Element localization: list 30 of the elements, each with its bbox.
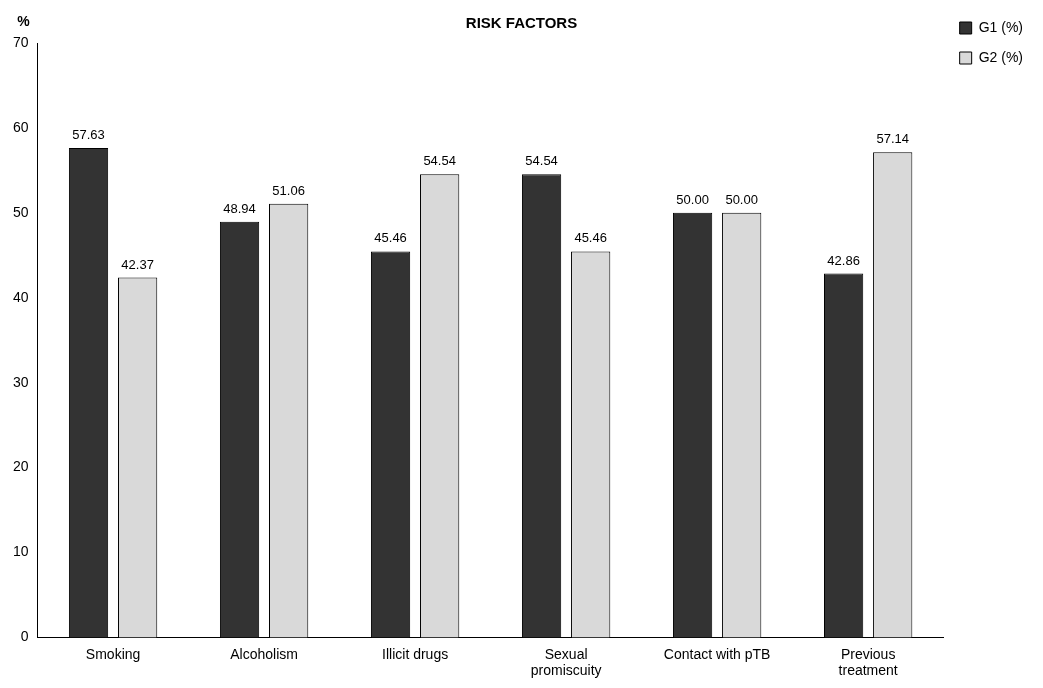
data-label: 48.94	[223, 200, 256, 216]
data-label: 50.00	[676, 191, 709, 207]
x-tick-label: Sexual promiscuity	[530, 645, 602, 679]
data-label: 42.37	[121, 256, 154, 272]
y-tick-label: 40	[12, 288, 29, 305]
y-tick-label: 0	[20, 628, 29, 645]
x-tick-label: Illicit drugs	[382, 645, 449, 662]
data-label: 50.00	[725, 191, 758, 207]
y-tick-label: 10	[12, 543, 29, 560]
y-tick-label: 50	[12, 203, 29, 220]
legend-label: G1 (%)	[978, 18, 1024, 35]
legend-label: G2 (%)	[978, 48, 1024, 65]
y-tick-label: 20	[12, 458, 29, 475]
x-tick-label: Alcoholism	[230, 645, 298, 662]
y-axis-title: %	[17, 12, 31, 29]
y-tick-label: 70	[12, 33, 29, 50]
y-tick-label: 60	[12, 118, 29, 135]
chart-title: RISK FACTORS	[465, 14, 578, 32]
y-tick-label: 30	[12, 373, 29, 390]
data-label: 54.54	[423, 153, 456, 169]
x-tick-label: Previous treatment	[838, 645, 898, 679]
x-tick-label: Smoking	[85, 645, 141, 662]
data-label: 57.63	[72, 127, 105, 143]
data-label: 42.86	[827, 252, 860, 268]
data-label: 54.54	[525, 153, 558, 169]
data-label: 51.06	[272, 182, 305, 198]
data-label: 57.14	[876, 131, 909, 147]
data-label: 45.46	[374, 230, 407, 246]
x-tick-label: Contact with pTB	[663, 645, 771, 662]
data-label: 45.46	[574, 230, 607, 246]
